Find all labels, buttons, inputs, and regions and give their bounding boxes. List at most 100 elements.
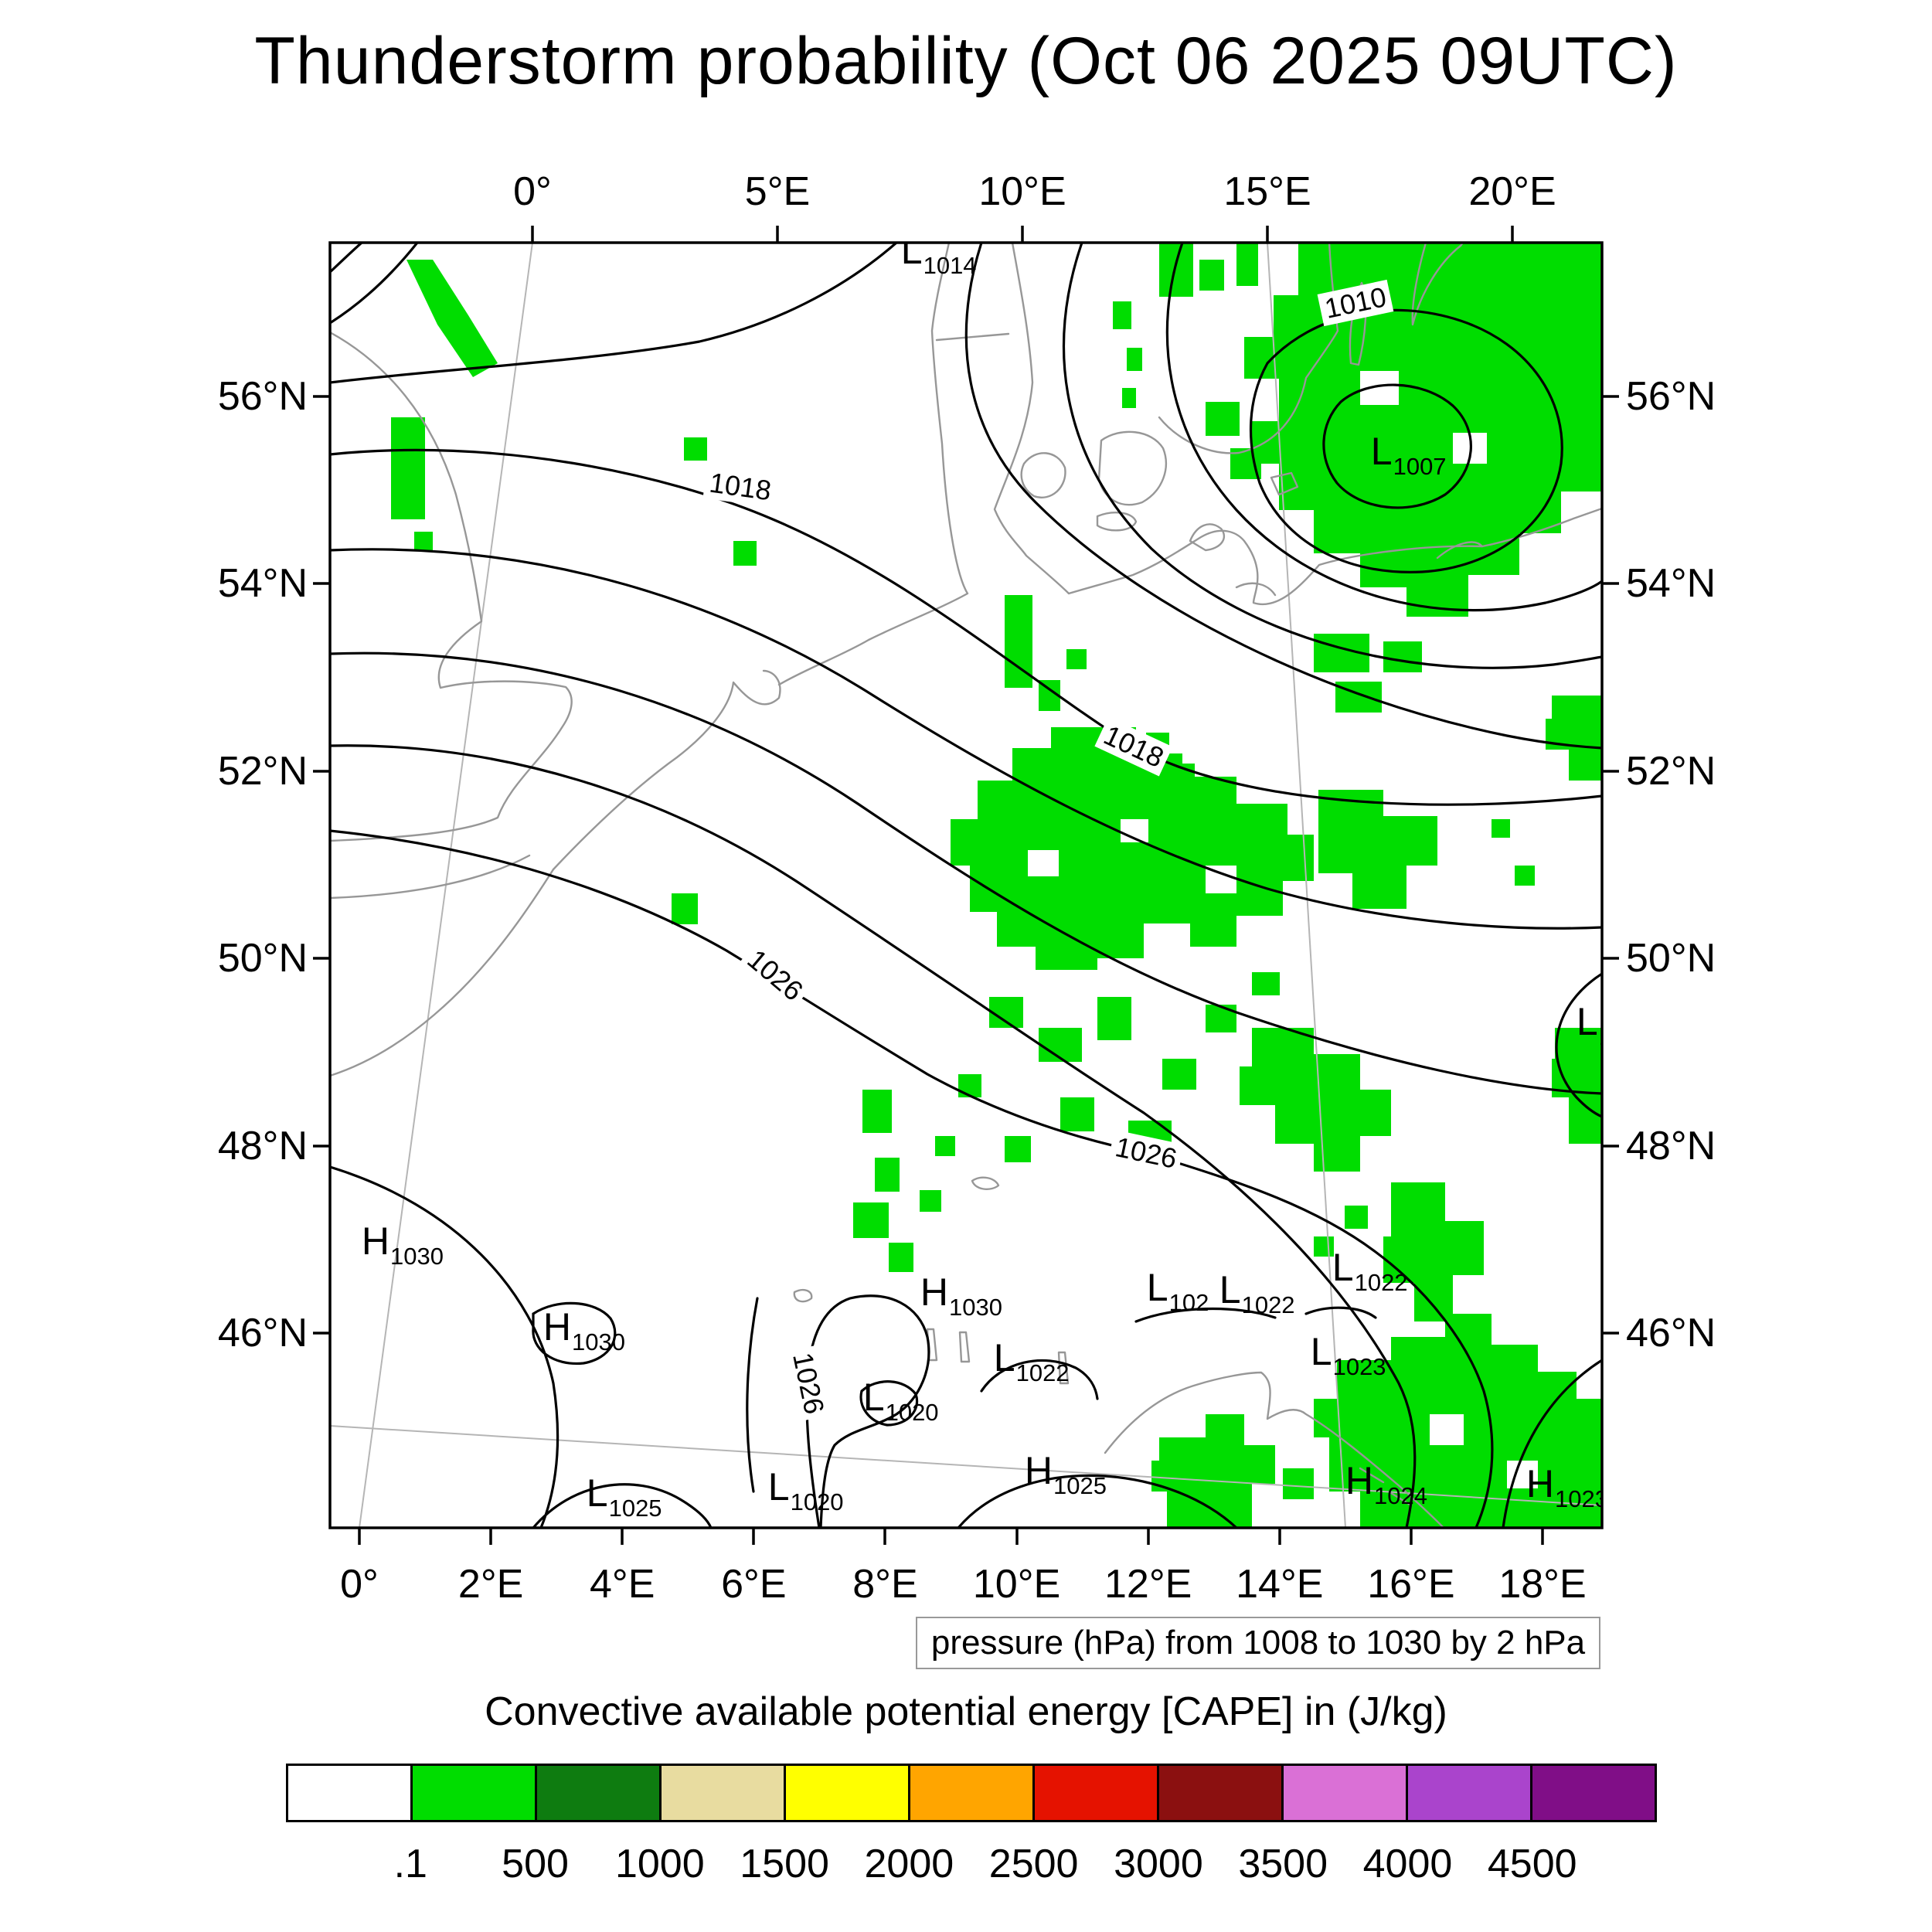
colorbar-cell: [659, 1764, 786, 1822]
lat-label-right: 46°N: [1626, 1311, 1716, 1355]
pressure-contours-shape: [957, 1474, 1238, 1528]
coastlines-shape: [993, 243, 1602, 605]
lon-label-bottom: 18°E: [1498, 1562, 1587, 1607]
cape-shading: [391, 243, 1602, 1528]
lon-label-bottom: 8°E: [852, 1562, 918, 1607]
lon-label-top: 15°E: [1223, 169, 1311, 214]
colorbar-title: Convective available potential energy [C…: [485, 1689, 1447, 1734]
lat-label-right: 50°N: [1626, 936, 1716, 981]
colorbar-cell: [1530, 1764, 1657, 1822]
colorbar-cell: [1032, 1764, 1159, 1822]
coastlines: [330, 243, 1602, 1528]
cape-shading-shape: [1151, 1414, 1275, 1528]
pressure-contours-shape: [330, 744, 1417, 1528]
colorbar-tick-label: 1500: [740, 1842, 829, 1886]
lon-label-bottom: 10°E: [972, 1562, 1061, 1607]
coastlines-shape: [793, 1176, 1445, 1528]
colorbar-labels: .1 500 1000 1500 2000 2500 3000 3500 4000 4500: [286, 1841, 1657, 1895]
lat-label-left: 50°N: [217, 936, 308, 981]
graticule-shape: [330, 1425, 1602, 1506]
lat-label-left: 56°N: [217, 374, 308, 419]
colorbar-cell: [784, 1764, 910, 1822]
colorbar-cell: [410, 1764, 537, 1822]
pressure-contours-shape: [964, 243, 1602, 750]
colorbar-tick-label: 1000: [614, 1842, 705, 1886]
cape-shading-shape: [1314, 1206, 1368, 1257]
lon-label-bottom: 0°: [340, 1562, 379, 1607]
lat-label-left: 48°N: [217, 1123, 308, 1168]
coastlines-shape: [1189, 523, 1226, 552]
lon-label-bottom: 16°E: [1367, 1562, 1455, 1607]
pressure-contours-shape: [330, 651, 1602, 1095]
pressure-contours-shape: [859, 1306, 1377, 1427]
colorbar-tick-label: 4000: [1362, 1842, 1453, 1886]
lon-label-top: 10°E: [978, 169, 1066, 214]
colorbar-cell: [1157, 1764, 1284, 1822]
cape-shading-shape: [1206, 402, 1240, 436]
pressure-contours-shape: [330, 243, 419, 325]
coastlines-shape: [1235, 541, 1484, 597]
cape-shading-shape: [1283, 1468, 1314, 1499]
coastlines-shape: [330, 868, 555, 1077]
lat-label-right: 54°N: [1626, 561, 1716, 607]
colorbar-cell: [1281, 1764, 1408, 1822]
colorbar: [286, 1764, 1657, 1822]
pressure-contours: [330, 243, 1602, 1528]
cape-shading-shape: [951, 727, 1314, 970]
pressure-caption: pressure (hPa) from 1008 to 1030 by 2 hP…: [916, 1617, 1600, 1669]
coastlines-shape: [330, 854, 531, 900]
pressure-contours-shape: [330, 1165, 713, 1528]
pressure-contours-shape: [330, 829, 1494, 1528]
pressure-contours-shape: [330, 448, 1602, 806]
lat-label-right: 52°N: [1626, 748, 1716, 794]
coastlines-shape: [330, 331, 573, 842]
cape-shading-shape: [391, 417, 425, 519]
lon-label-bottom: 12°E: [1104, 1562, 1192, 1607]
coastlines-shape: [552, 243, 969, 871]
colorbar-tick-label: 4500: [1487, 1842, 1577, 1886]
pressure-contours-shape: [746, 1294, 930, 1528]
lon-label-bottom: 4°E: [590, 1562, 655, 1607]
cape-shading-shape: [1492, 696, 1602, 1144]
colorbar-tick-label: 2000: [864, 1842, 954, 1886]
cape-shading-shape: [1383, 1182, 1484, 1321]
cape-shading-shape: [1335, 682, 1382, 713]
coastlines-shape: [1020, 430, 1167, 532]
colorbar-cell: [535, 1764, 662, 1822]
lon-label-top: 0°: [513, 169, 552, 214]
cape-shading-shape: [672, 893, 698, 924]
lon-label-bottom: 6°E: [721, 1562, 787, 1607]
coastlines-shape: [935, 332, 1010, 342]
colorbar-cell: [286, 1764, 413, 1822]
colorbar-tick-label: 3500: [1238, 1842, 1328, 1886]
lon-label-top: 20°E: [1468, 169, 1556, 214]
cape-shading-shape: [406, 260, 498, 377]
cape-shading-shape: [1240, 1028, 1391, 1172]
pressure-contours-shape: [1502, 1359, 1602, 1528]
colorbar-tick-label: 3000: [1114, 1842, 1203, 1886]
lat-label-left: 54°N: [217, 561, 308, 607]
pressure-contours-shape: [330, 243, 898, 384]
colorbar-tick-label: 500: [502, 1842, 569, 1886]
cape-shading-shape: [853, 1090, 955, 1272]
colorbar-cell: [1406, 1764, 1532, 1822]
page-title: Thunderstorm probability (Oct 06 2025 09…: [254, 24, 1678, 98]
axis-ticks: [313, 226, 1619, 1545]
colorbar-tick-label: 2500: [988, 1842, 1079, 1886]
lon-label-bottom: 14°E: [1236, 1562, 1324, 1607]
lat-label-left: 52°N: [217, 748, 308, 794]
map-frame: [328, 241, 1604, 1529]
graticule-shape: [1267, 243, 1346, 1528]
cape-shading-shape: [1318, 790, 1437, 909]
lat-label-right: 56°N: [1626, 374, 1716, 419]
lon-label-top: 5°E: [744, 169, 811, 214]
cape-shading-shape: [1383, 641, 1422, 672]
lon-label-bottom: 2°E: [457, 1562, 524, 1607]
pressure-contours-shape: [330, 548, 1602, 930]
pressure-contours-shape: [1555, 972, 1602, 1118]
cape-shading-shape: [414, 437, 757, 566]
lat-label-left: 46°N: [217, 1311, 308, 1355]
cape-shading-shape: [1113, 243, 1258, 408]
